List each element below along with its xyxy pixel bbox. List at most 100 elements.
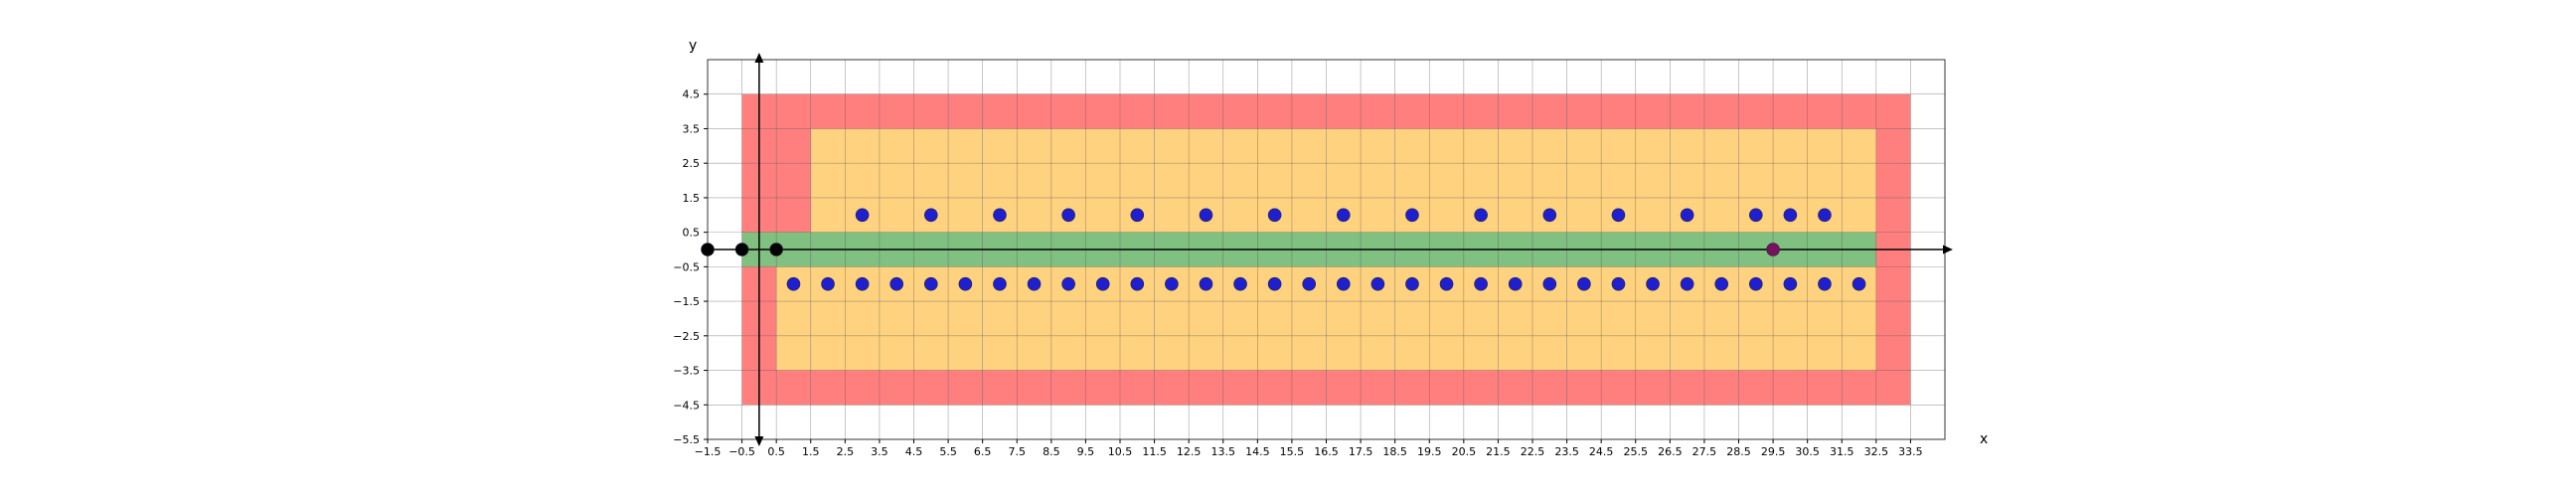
x-tick-label-8: 6.5: [974, 445, 992, 458]
point-s0-12: [1680, 208, 1694, 223]
x-tick-label-31: 29.5: [1761, 445, 1786, 458]
x-tick-label-34: 32.5: [1864, 445, 1889, 458]
x-tick-label-14: 12.5: [1177, 445, 1202, 458]
x-tick-label-24: 22.5: [1521, 445, 1545, 458]
y-tick-label-9: −4.5: [673, 399, 700, 412]
y-tick-label-8: −3.5: [673, 365, 700, 378]
x-tick-label-25: 23.5: [1554, 445, 1579, 458]
point-s1-0: [701, 243, 715, 256]
point-s0-16: [786, 276, 801, 291]
x-tick-label-29: 27.5: [1692, 445, 1717, 458]
x-tick-label-12: 10.5: [1108, 445, 1133, 458]
point-s0-32: [1336, 276, 1351, 291]
y-tick-label-0: 4.5: [683, 88, 701, 101]
x-tick-label-4: 2.5: [837, 445, 855, 458]
point-s0-33: [1370, 276, 1385, 291]
point-s0-3: [1061, 208, 1075, 223]
point-s0-25: [1095, 276, 1110, 291]
x-tick-label-20: 18.5: [1382, 445, 1407, 458]
x-tick-label-28: 26.5: [1658, 445, 1683, 458]
x-tick-label-13: 11.5: [1142, 445, 1167, 458]
point-s0-8: [1405, 208, 1419, 223]
point-s0-39: [1577, 276, 1591, 291]
x-tick-label-16: 14.5: [1245, 445, 1270, 458]
point-s0-45: [1783, 276, 1798, 291]
y-axis-arrow-down-icon: [754, 436, 764, 446]
x-axis-label: x: [1980, 431, 1988, 447]
point-s0-9: [1474, 208, 1488, 223]
point-s0-23: [1027, 276, 1042, 291]
y-tick-label-10: −5.5: [673, 433, 700, 446]
x-tick-label-15: 13.5: [1211, 445, 1236, 458]
x-tick-label-33: 31.5: [1830, 445, 1854, 458]
point-s0-2: [993, 208, 1007, 223]
point-s1-2: [769, 243, 783, 256]
point-s0-15: [1818, 208, 1832, 223]
y-tick-label-2: 2.5: [683, 157, 701, 170]
point-s0-41: [1646, 276, 1660, 291]
x-tick-labels: −1.5 −0.5 0.5 1.5 2.5 3.5 4.5 5.5 6.5 7.5 8.5 9.5 10…: [695, 439, 1923, 458]
x-tick-label-2: 0.5: [767, 445, 785, 458]
point-s0-43: [1714, 276, 1729, 291]
x-tick-label-27: 25.5: [1624, 445, 1649, 458]
y-tick-labels: 4.5 3.5 2.5 1.5 0.5 −0.5 −1.5 −2.5 −3.5 −4.5 −5.5: [673, 88, 708, 446]
point-s0-11: [1611, 208, 1626, 223]
y-tick-label-1: 3.5: [683, 122, 701, 135]
point-s0-0: [855, 208, 870, 223]
x-tick-label-0: −1.5: [695, 445, 722, 458]
point-s0-40: [1611, 276, 1626, 291]
x-tick-label-17: 15.5: [1280, 445, 1305, 458]
point-s0-5: [1199, 208, 1213, 223]
point-s0-14: [1783, 208, 1798, 223]
y-tick-label-4: 0.5: [683, 227, 701, 240]
point-s0-44: [1748, 276, 1763, 291]
point-s0-47: [1852, 276, 1866, 291]
x-tick-label-5: 3.5: [871, 445, 888, 458]
y-axis-label: y: [689, 38, 697, 54]
y-axis-arrow-icon: [754, 53, 764, 63]
point-s0-22: [993, 276, 1007, 291]
x-tick-label-30: 28.5: [1726, 445, 1751, 458]
point-s0-35: [1439, 276, 1454, 291]
x-tick-label-35: 33.5: [1898, 445, 1923, 458]
point-s0-17: [821, 276, 835, 291]
point-s0-36: [1474, 276, 1488, 291]
point-s0-7: [1336, 208, 1351, 223]
point-s0-24: [1061, 276, 1075, 291]
point-s0-46: [1818, 276, 1832, 291]
x-tick-label-21: 19.5: [1417, 445, 1442, 458]
point-s0-31: [1302, 276, 1317, 291]
point-s0-19: [889, 276, 904, 291]
x-tick-label-7: 5.5: [939, 445, 957, 458]
point-s2-0: [1766, 243, 1780, 256]
x-tick-label-10: 8.5: [1043, 445, 1060, 458]
point-s0-37: [1508, 276, 1523, 291]
point-s0-29: [1233, 276, 1247, 291]
points-layer: [701, 208, 1866, 291]
point-s0-20: [923, 276, 938, 291]
point-s0-1: [923, 208, 938, 223]
y-tick-label-3: 1.5: [683, 192, 701, 205]
x-axis-arrow-icon: [1943, 245, 1953, 254]
point-s0-27: [1165, 276, 1179, 291]
point-s0-18: [855, 276, 870, 291]
point-s0-26: [1130, 276, 1145, 291]
point-s0-38: [1542, 276, 1557, 291]
point-s0-13: [1748, 208, 1763, 223]
point-s1-1: [734, 243, 749, 256]
x-tick-label-1: −0.5: [728, 445, 755, 458]
x-tick-label-18: 16.5: [1314, 445, 1339, 458]
x-tick-label-11: 9.5: [1077, 445, 1095, 458]
point-s0-34: [1405, 276, 1419, 291]
point-s0-4: [1130, 208, 1145, 223]
x-tick-label-6: 4.5: [905, 445, 923, 458]
x-tick-label-32: 30.5: [1795, 445, 1820, 458]
point-s0-6: [1267, 208, 1282, 223]
x-tick-label-23: 21.5: [1486, 445, 1511, 458]
point-s0-10: [1542, 208, 1557, 223]
point-s0-28: [1199, 276, 1213, 291]
y-tick-label-5: −0.5: [673, 260, 700, 273]
x-tick-label-3: 1.5: [802, 445, 820, 458]
